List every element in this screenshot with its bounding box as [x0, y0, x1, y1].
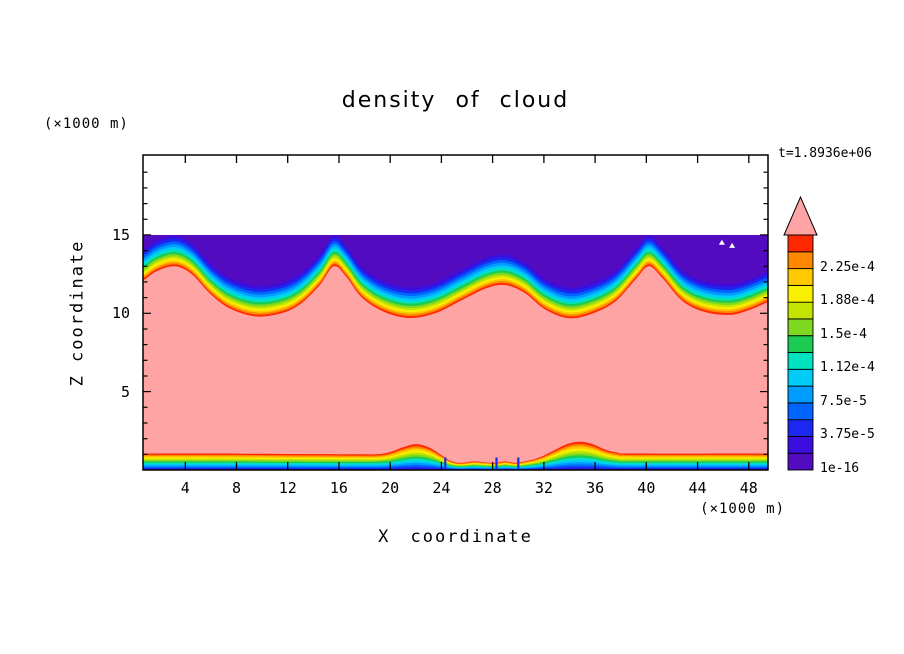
- z-tick-label: 5: [120, 382, 130, 401]
- time-label: t=1.8936e+06: [778, 146, 872, 161]
- z-tick-label: 15: [111, 225, 130, 244]
- x-tick-label: 16: [329, 479, 348, 497]
- x-tick-label: 4: [180, 479, 190, 497]
- x-tick-label: 32: [534, 479, 553, 497]
- x-axis-unit-label: (×1000 m): [700, 501, 785, 517]
- colorbar-label: 3.75e-5: [820, 427, 875, 443]
- x-tick-label: 48: [739, 479, 758, 497]
- x-tick-label: 8: [231, 479, 241, 497]
- x-axis-title: X coordinate: [378, 527, 533, 547]
- x-tick-label: 24: [432, 479, 451, 497]
- z-axis-unit-label: (×1000 m): [44, 116, 129, 132]
- x-tick-label: 44: [688, 479, 707, 497]
- x-tick-label: 36: [586, 479, 605, 497]
- colorbar-label: 1.5e-4: [820, 326, 867, 342]
- x-tick-label: 40: [637, 479, 656, 497]
- colorbar-label: 7.5e-5: [820, 393, 867, 409]
- y-axis-title: Z coordinate: [67, 239, 88, 386]
- x-tick-label: 28: [483, 479, 502, 497]
- x-tick-label: 20: [381, 479, 400, 497]
- z-tick-label: 10: [111, 304, 130, 323]
- colorbar-label: 1e-16: [820, 461, 860, 476]
- colorbar-label: 1.88e-4: [820, 293, 875, 309]
- chart-title: density of cloud: [341, 88, 570, 113]
- colorbar-label: 1.12e-4: [820, 360, 875, 376]
- x-tick-label: 12: [278, 479, 297, 497]
- colorbar-label: 2.25e-4: [820, 259, 875, 275]
